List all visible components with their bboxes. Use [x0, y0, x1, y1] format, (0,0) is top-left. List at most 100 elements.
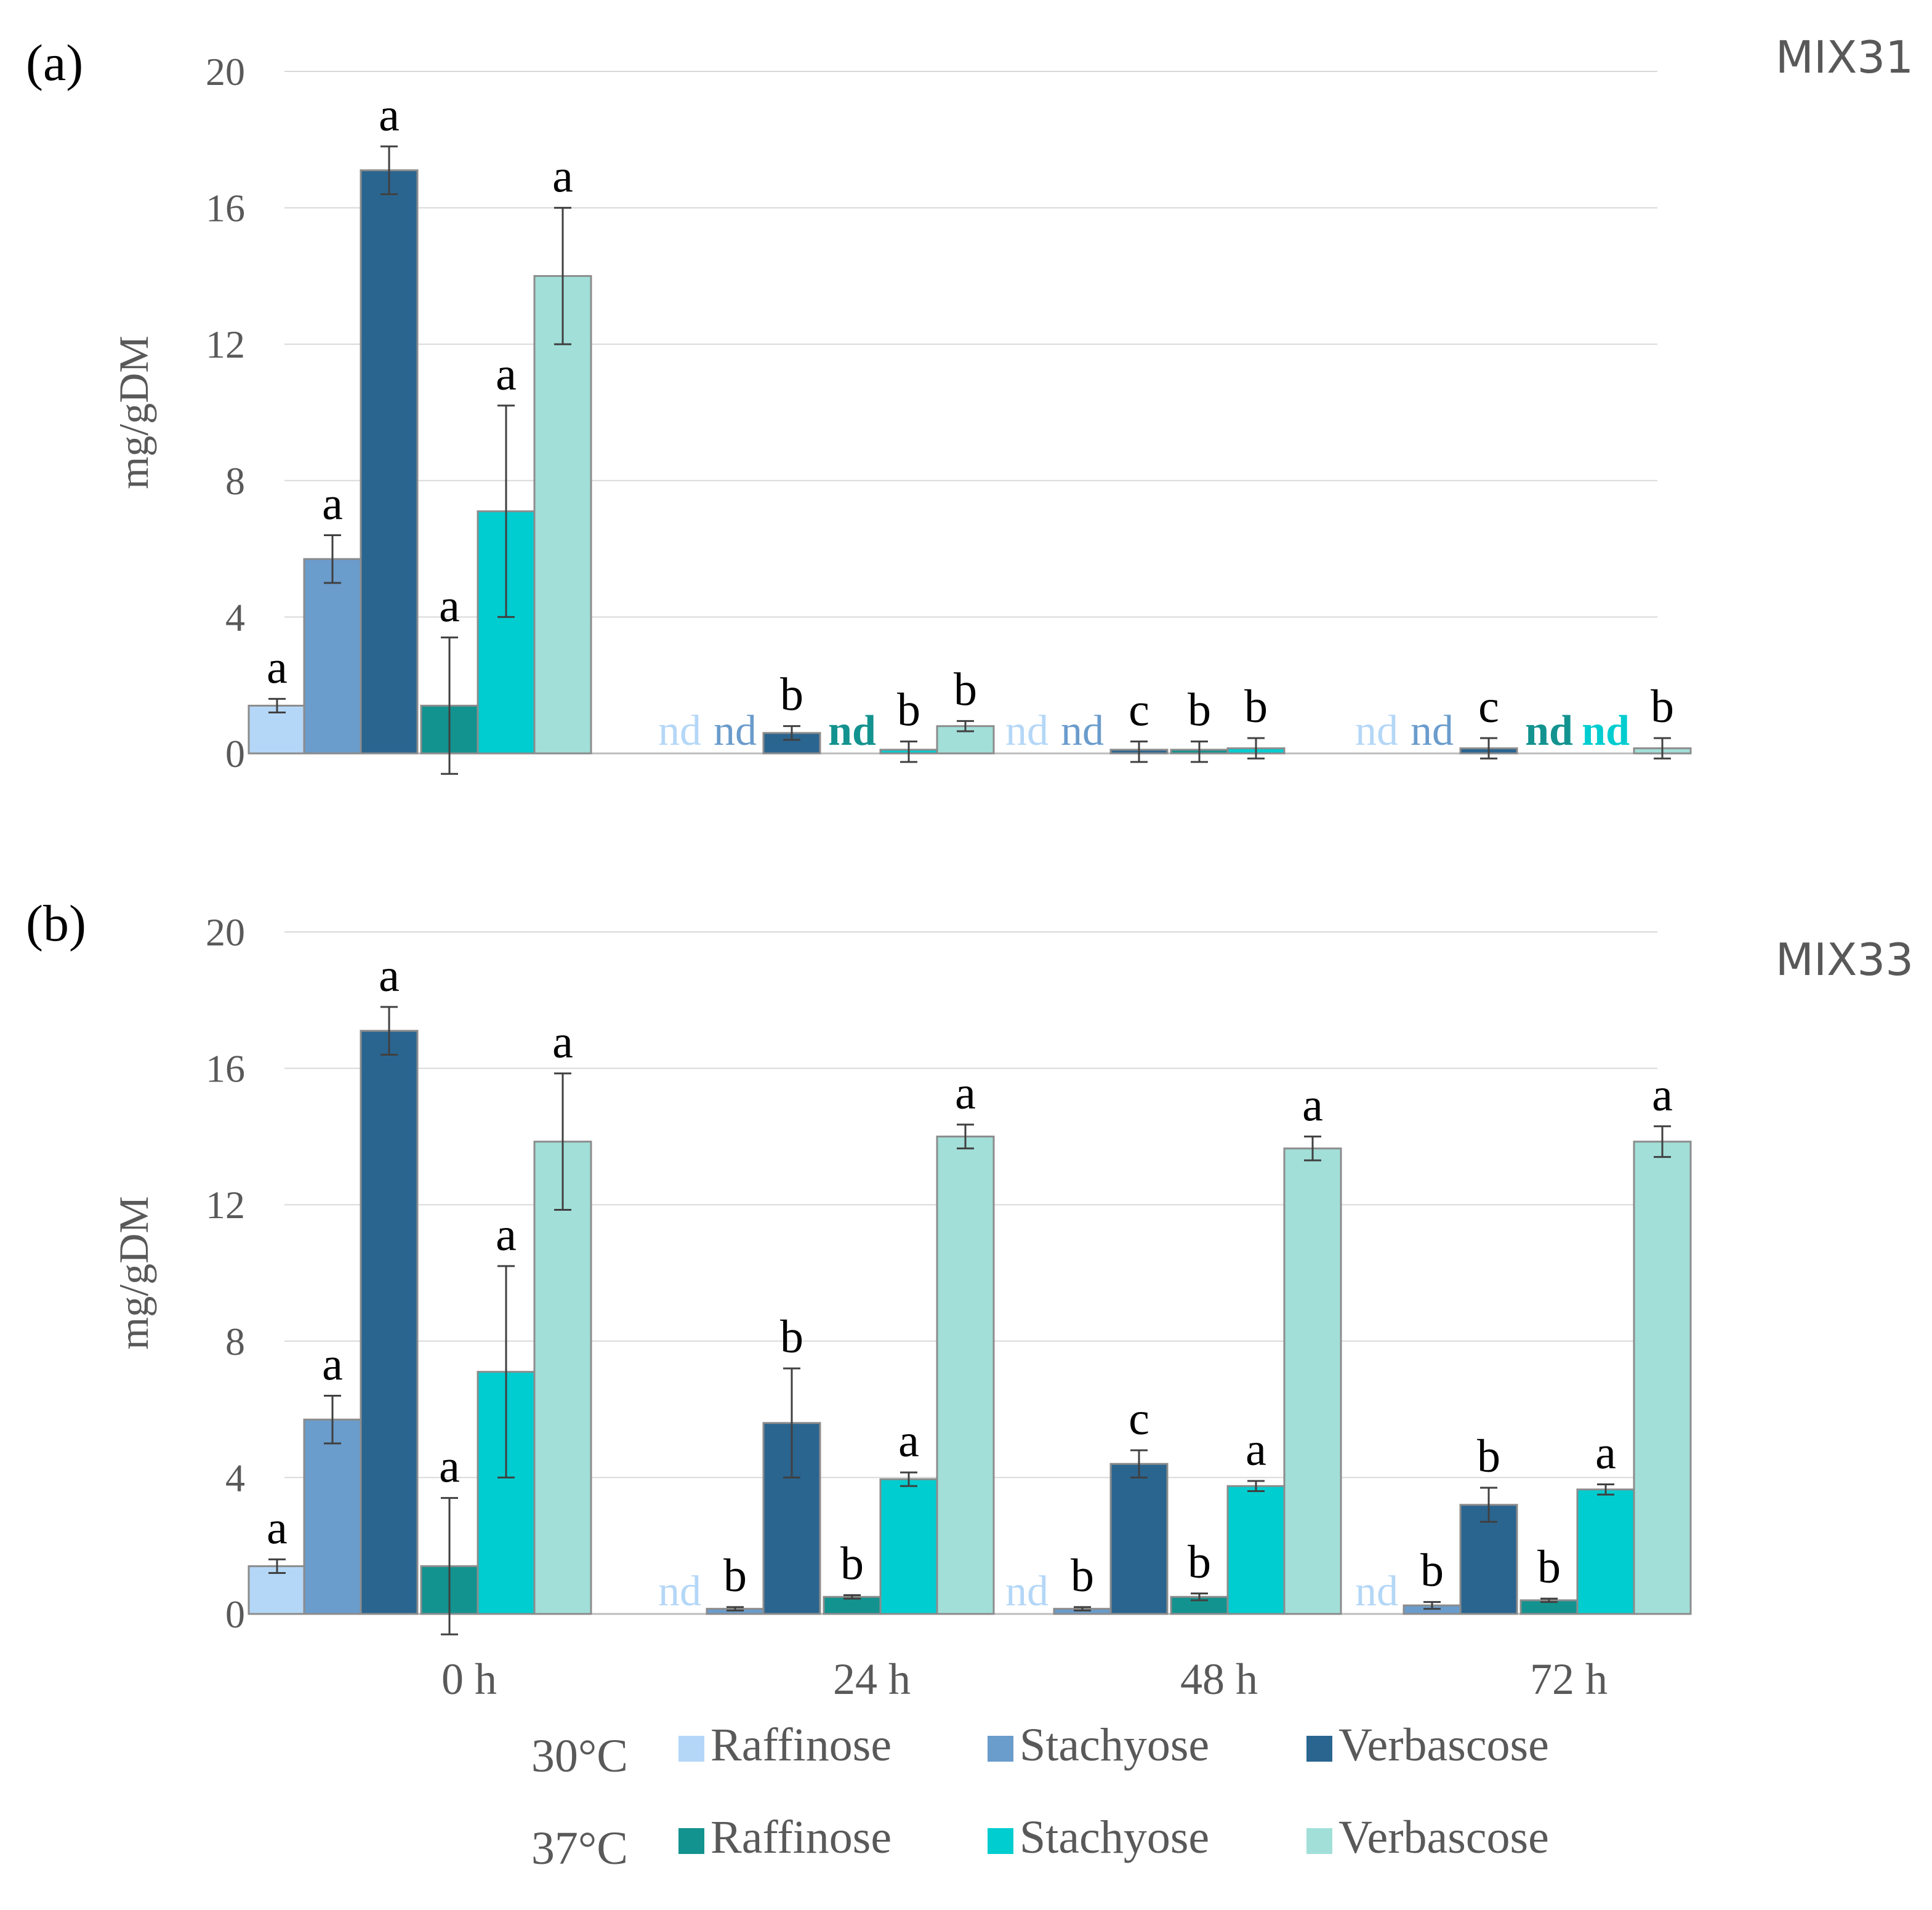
significance-label: b — [897, 684, 920, 736]
legend-label: Stachyose — [1020, 1812, 1209, 1863]
nd-label: nd — [714, 707, 757, 755]
significance-label: b — [1537, 1541, 1561, 1593]
chart-title: MIX33 — [1776, 934, 1914, 985]
significance-label: a — [322, 1338, 343, 1390]
significance-label: b — [1244, 681, 1268, 732]
significance-label: a — [439, 1441, 460, 1493]
y-tick-label: 12 — [206, 323, 245, 366]
significance-label: c — [1129, 684, 1149, 736]
significance-label: b — [723, 1550, 747, 1602]
y-tick-label: 8 — [225, 459, 245, 503]
significance-label: a — [1246, 1424, 1266, 1475]
significance-label: a — [1652, 1069, 1673, 1121]
bar — [879, 1478, 938, 1615]
legend-swatch — [678, 1828, 704, 1854]
y-axis-label: mg/gDM — [110, 335, 157, 489]
panel-b: 0 4 8 12 16 20 mg/gDM (b) MIX33 a nd nd nd a b b b a b c b a b… — [26, 895, 1914, 1704]
bar — [303, 558, 362, 755]
significance-label: c — [1478, 681, 1499, 732]
significance-label: b — [1477, 1430, 1500, 1482]
significance-label: a — [1302, 1079, 1323, 1131]
chart-title: MIX31 — [1776, 31, 1914, 83]
bar — [1576, 1488, 1635, 1615]
y-tick-label: 4 — [225, 595, 245, 639]
significance-label: b — [954, 664, 977, 715]
nd-label: nd — [658, 707, 701, 755]
y-tick-label: 0 — [225, 1592, 245, 1636]
significance-label: b — [780, 1311, 803, 1363]
bar — [936, 1135, 995, 1615]
significance-label: a — [267, 641, 288, 693]
bar — [303, 1418, 362, 1615]
x-tick-label: 48 h — [1180, 1655, 1258, 1704]
nd-label: nd — [1525, 707, 1573, 755]
nd-label: nd — [828, 707, 876, 755]
significance-label: a — [898, 1415, 919, 1467]
legend-label: Verbascose — [1338, 1812, 1549, 1863]
bar — [1226, 1485, 1286, 1615]
nd-label: nd — [1411, 707, 1454, 755]
bar — [1459, 1504, 1518, 1615]
legend-row-label: 30°C — [531, 1730, 628, 1782]
legend-swatch — [678, 1736, 704, 1762]
nd-label: nd — [1005, 1568, 1049, 1615]
significance-label: a — [379, 950, 400, 1001]
significance-label: a — [267, 1502, 288, 1554]
significance-label: a — [552, 1016, 573, 1068]
significance-label: b — [1188, 1536, 1211, 1588]
bar — [533, 275, 592, 755]
nd-label: nd — [1582, 707, 1630, 755]
legend-swatch — [1306, 1828, 1332, 1854]
x-tick-label: 24 h — [833, 1655, 911, 1704]
significance-label: a — [955, 1067, 976, 1119]
nd-label: nd — [1061, 707, 1104, 755]
significance-label: a — [439, 580, 460, 632]
bar — [360, 169, 419, 755]
significance-label: b — [840, 1538, 864, 1590]
legend-swatch — [988, 1736, 1013, 1762]
significance-label: a — [1595, 1427, 1616, 1479]
legend-label: Stachyose — [1020, 1719, 1209, 1771]
bar — [1283, 1147, 1342, 1615]
panel-label: (a) — [26, 34, 83, 92]
y-tick-label: 12 — [206, 1183, 245, 1227]
legend-row-label: 37°C — [531, 1823, 628, 1874]
y-tick-label: 16 — [206, 187, 245, 230]
bar — [533, 1141, 592, 1615]
significance-label: b — [1651, 681, 1674, 732]
panel-label: (b) — [26, 895, 86, 952]
significance-label: a — [322, 478, 343, 529]
significance-label: c — [1129, 1393, 1149, 1445]
nd-label: nd — [1355, 707, 1398, 755]
significance-label: b — [1188, 684, 1211, 736]
significance-label: a — [496, 348, 517, 400]
significance-label: b — [780, 669, 803, 721]
y-tick-label: 8 — [225, 1320, 245, 1363]
x-tick-label: 0 h — [441, 1655, 497, 1704]
y-tick-label: 20 — [206, 50, 245, 94]
x-tick-label: 72 h — [1530, 1655, 1608, 1704]
nd-label: nd — [658, 1568, 701, 1615]
significance-label: a — [496, 1209, 517, 1261]
significance-label: b — [1071, 1550, 1094, 1602]
significance-label: a — [379, 89, 400, 141]
significance-label: b — [1420, 1545, 1444, 1597]
legend-swatch — [988, 1828, 1013, 1854]
bar — [360, 1030, 419, 1615]
bar — [248, 1565, 307, 1615]
legend-label: Raffinose — [710, 1812, 892, 1863]
y-tick-label: 20 — [206, 910, 245, 954]
y-tick-label: 4 — [225, 1456, 245, 1499]
nd-label: nd — [1005, 707, 1049, 755]
nd-label: nd — [1355, 1568, 1398, 1615]
bar — [1109, 1463, 1169, 1615]
bar — [477, 1371, 536, 1615]
legend-label: Raffinose — [710, 1719, 892, 1771]
legend-swatch — [1306, 1736, 1332, 1762]
y-tick-label: 0 — [225, 732, 245, 776]
bar — [1633, 1141, 1692, 1615]
legend: 30°C 37°C Raffinose Stachyose Verbascose Raff… — [531, 1719, 1549, 1874]
y-axis-label: mg/gDM — [110, 1196, 157, 1349]
